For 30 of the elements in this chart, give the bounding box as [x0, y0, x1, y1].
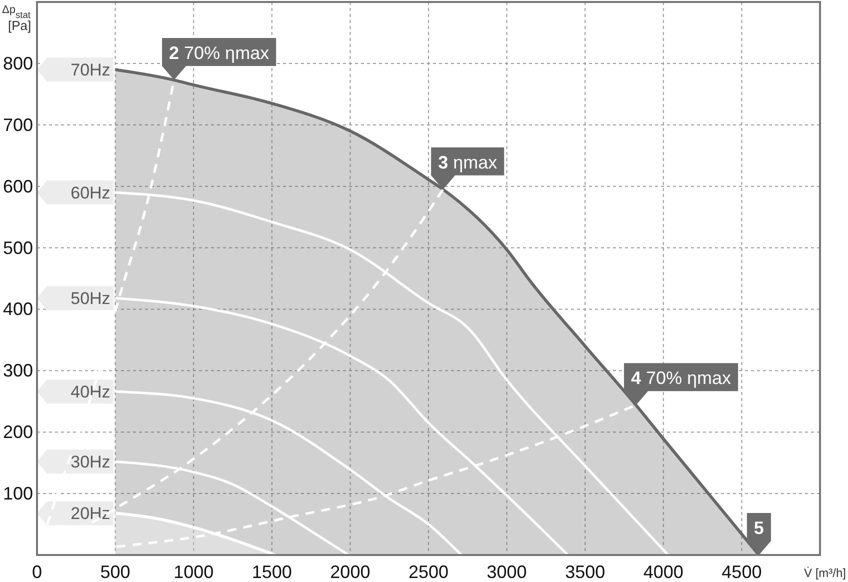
x-tick-label: 4500	[722, 562, 762, 582]
y-tick-label: 600	[2, 176, 33, 196]
y-tick-label: 400	[2, 299, 33, 320]
x-axis-title: V̇ [m³/h]	[804, 566, 846, 580]
annotation: 4 70% ηmax	[630, 368, 732, 388]
series-label: 70Hz	[70, 60, 110, 80]
annotation: 3 ηmax	[438, 152, 498, 172]
x-tick-label: 3500	[565, 562, 606, 582]
series-label: 60Hz	[70, 183, 110, 202]
x-tick-label: 3000	[486, 562, 527, 582]
y-axis-title: Δp$_{stat}$ [Pa]	[2, 4, 32, 33]
y-tick-label: 300	[2, 360, 33, 381]
x-tick-label: 0	[32, 562, 42, 582]
series-label: 50Hz	[70, 289, 110, 308]
x-tick-label: 1500	[252, 562, 292, 582]
y-tick-label: 200	[2, 422, 33, 442]
series-label: 30Hz	[70, 452, 110, 472]
series-label: 40Hz	[70, 382, 110, 402]
x-tick-label: 4000	[643, 562, 684, 582]
annotation: 5	[754, 518, 764, 538]
y-tick-label: 100	[2, 484, 33, 504]
y-tick-label: 800	[2, 53, 33, 74]
x-tick-label: 500	[100, 562, 130, 582]
annotation: 2 70% ηmax	[169, 43, 270, 64]
x-tick-label: 2500	[408, 562, 449, 582]
series-label: 20Hz	[70, 504, 110, 524]
y-tick-label: 700	[2, 114, 33, 135]
x-tick-label: 1000	[174, 562, 214, 582]
y-tick-label: 500	[2, 238, 33, 258]
x-tick-label: 2000	[330, 562, 370, 582]
